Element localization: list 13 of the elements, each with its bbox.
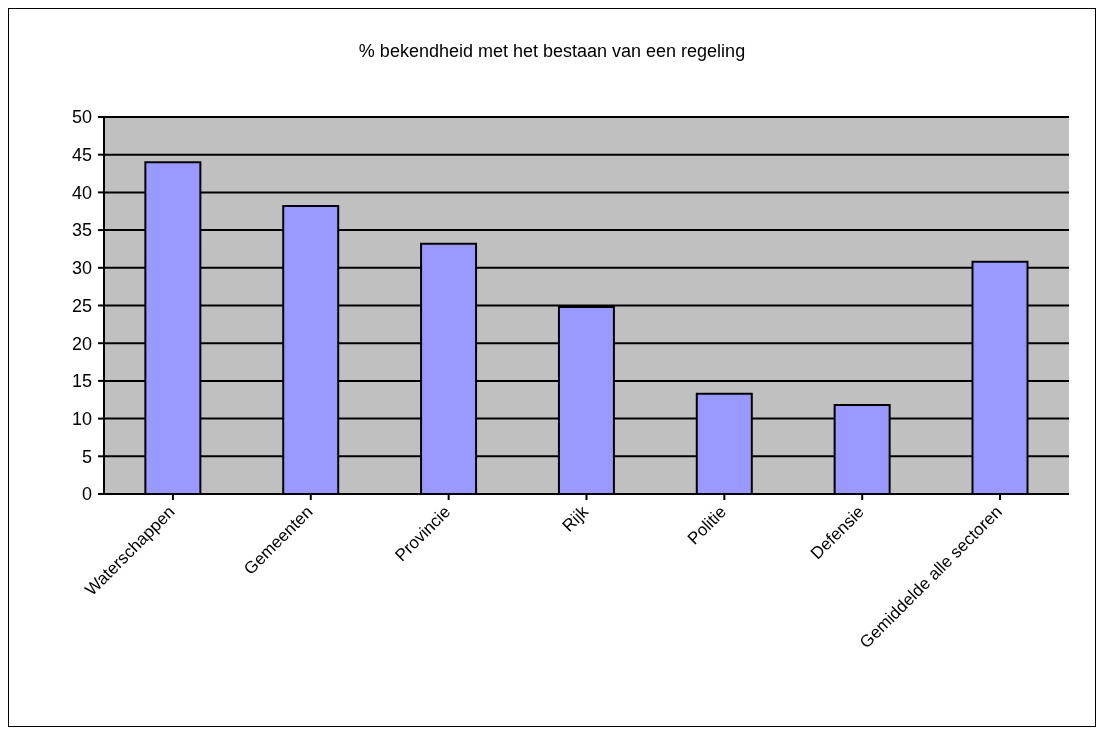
y-tick-label: 5 bbox=[81, 446, 92, 467]
y-tick-label: 10 bbox=[71, 408, 92, 429]
y-tick-label: 30 bbox=[71, 258, 92, 279]
y-tick-label: 15 bbox=[71, 371, 92, 392]
y-tick-label: 45 bbox=[71, 145, 92, 166]
y-tick-label: 40 bbox=[71, 182, 92, 203]
y-tick-label: 35 bbox=[71, 220, 92, 241]
y-tick-label: 25 bbox=[71, 295, 92, 316]
y-tick-label: 0 bbox=[81, 484, 92, 505]
y-tick-label: 50 bbox=[71, 107, 92, 128]
y-tick-label: 20 bbox=[71, 333, 92, 354]
chart-title: % bekendheid met het bestaan van een regeling bbox=[357, 41, 747, 62]
x-tick-label: Rijk bbox=[558, 501, 593, 536]
